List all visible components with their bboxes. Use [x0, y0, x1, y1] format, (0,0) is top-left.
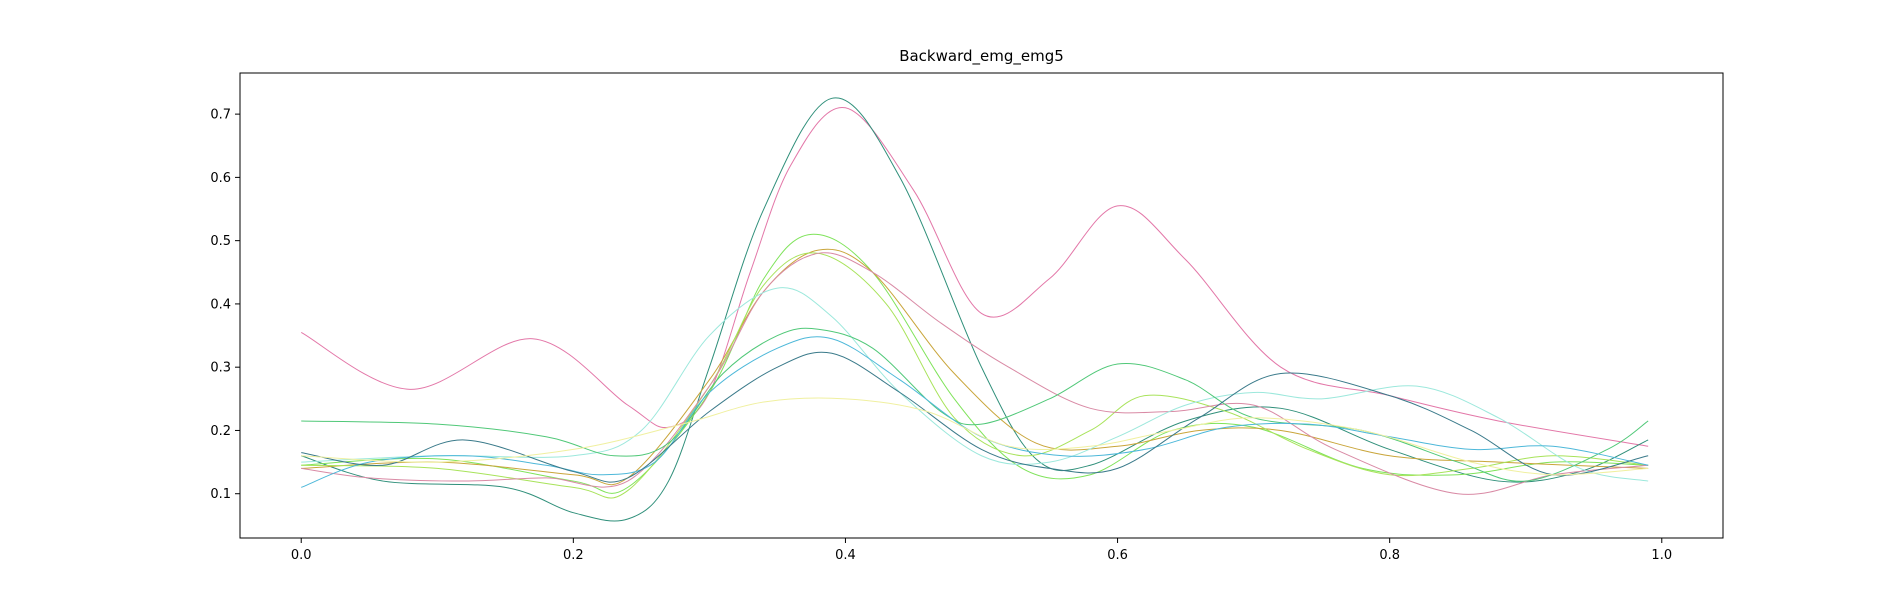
plot-frame — [239, 72, 1724, 539]
x-tick-label: 0.2 — [563, 548, 584, 563]
y-tick-label: 0.5 — [210, 234, 231, 249]
x-tick-label: 0.8 — [1379, 548, 1400, 563]
series-line-8 — [301, 327, 1649, 482]
chart-title: Backward_emg_emg5 — [899, 47, 1064, 66]
series-layer — [300, 97, 1649, 522]
y-tick-label: 0.6 — [210, 171, 231, 186]
x-tick-label: 1.0 — [1651, 548, 1672, 563]
series-line-9 — [301, 336, 1649, 488]
y-tick-label: 0.7 — [210, 108, 231, 123]
series-line-10 — [301, 351, 1649, 483]
series-line-6 — [301, 252, 1649, 495]
series-line-2 — [301, 97, 1649, 522]
series-line-7 — [301, 287, 1649, 482]
series-line-3 — [301, 233, 1649, 494]
series-line-11 — [301, 397, 1649, 476]
series-line-1 — [300, 107, 1649, 447]
x-tick-label: 0.4 — [835, 548, 856, 563]
axes-layer: 0.0 0.2 0.4 0.6 0.8 1.0 0.1 0.2 0.3 0.4 0.5 0.6 0.7 — [210, 72, 1724, 563]
y-tick-label: 0.1 — [210, 487, 231, 502]
y-tick-label: 0.2 — [210, 424, 231, 439]
series-line-4 — [301, 248, 1649, 486]
y-tick-label: 0.3 — [210, 361, 231, 376]
x-tick-label: 0.0 — [291, 548, 312, 563]
x-tick-label: 0.6 — [1107, 548, 1128, 563]
y-tick-label: 0.4 — [210, 297, 231, 312]
